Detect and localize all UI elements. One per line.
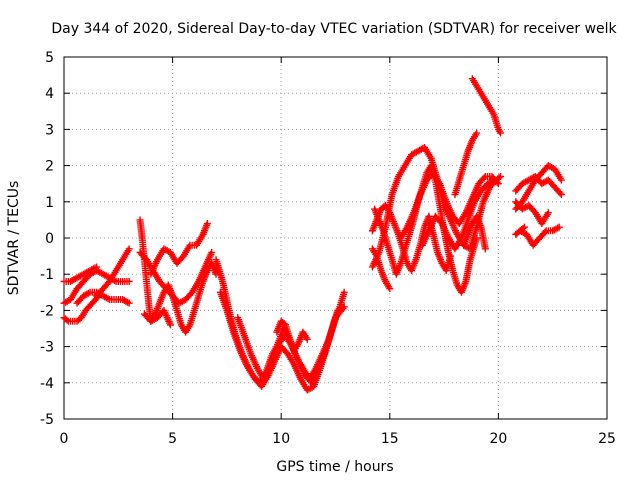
x-tick-label: 20: [489, 431, 507, 447]
plot-area: [60, 75, 565, 394]
data-series: [512, 198, 552, 228]
data-point: [557, 176, 565, 184]
data-series: [468, 75, 505, 137]
data-point: [124, 298, 132, 306]
data-series: [368, 245, 394, 293]
data-series: [512, 223, 528, 238]
x-tick-label: 15: [381, 431, 399, 447]
data-point: [125, 245, 133, 253]
data-series: [234, 303, 348, 383]
y-tick-label: -1: [40, 267, 54, 283]
data-point: [544, 209, 552, 217]
data-series: [418, 176, 498, 253]
data-point: [497, 172, 505, 180]
data-point: [497, 129, 505, 137]
data-point: [203, 220, 211, 228]
x-tick-label: 5: [168, 431, 177, 447]
chart-title: Day 344 of 2020, Sidereal Day-to-day VTE…: [51, 21, 617, 37]
data-point: [447, 252, 455, 260]
data-point: [556, 189, 564, 197]
data-point: [125, 277, 133, 285]
data-series: [147, 220, 211, 278]
data-series: [397, 169, 502, 242]
data-point: [63, 316, 71, 324]
data-point: [555, 223, 563, 231]
data-point: [84, 289, 92, 297]
data-point: [541, 228, 549, 236]
data-point: [303, 335, 311, 343]
data-series: [512, 172, 565, 199]
data-series: [512, 162, 565, 213]
data-point: [520, 223, 528, 231]
x-tick-label: 0: [60, 431, 69, 447]
x-axis-label: GPS time / hours: [276, 459, 393, 475]
x-tick-label: 25: [598, 431, 616, 447]
data-point: [480, 174, 488, 182]
y-tick-label: -4: [40, 376, 54, 392]
x-tick-label: 10: [272, 431, 290, 447]
data-series: [136, 248, 216, 307]
data-point: [386, 285, 394, 293]
data-point: [340, 303, 348, 311]
data-point: [554, 224, 562, 232]
data-series: [460, 212, 489, 253]
data-point: [91, 264, 99, 272]
y-tick-label: 4: [45, 86, 54, 102]
data-point: [473, 129, 481, 137]
y-tick-label: 0: [45, 231, 54, 247]
data-point: [125, 299, 133, 307]
data-point: [519, 224, 527, 232]
data-point: [93, 263, 101, 271]
y-tick-label: 2: [45, 159, 54, 175]
y-tick-label: -3: [40, 340, 54, 356]
data-point: [340, 288, 348, 296]
y-tick-label: 5: [45, 50, 54, 66]
data-series: [451, 129, 481, 199]
data-point: [557, 191, 565, 199]
data-point: [473, 234, 481, 242]
data-series: [60, 292, 103, 325]
data-point: [166, 321, 174, 329]
ticks: 0 5 10 15 20 25 -5 -4 -3 -2 -1 0 1 2 3 4 5: [40, 50, 616, 447]
data-point: [488, 177, 496, 185]
data-point: [495, 174, 503, 182]
data-series: [368, 201, 455, 275]
data-series: [140, 306, 174, 329]
data-series: [93, 245, 133, 300]
y-tick-label: 3: [45, 122, 54, 138]
data-point: [494, 180, 502, 188]
data-series: [60, 263, 101, 285]
data-series: [273, 317, 311, 354]
y-tick-label: -2: [40, 303, 54, 319]
data-point: [339, 304, 347, 312]
data-point: [490, 176, 498, 184]
y-tick-label: 1: [45, 195, 54, 211]
data-point: [208, 248, 216, 256]
data-point: [104, 295, 112, 303]
y-tick-label: -5: [40, 412, 54, 428]
y-axis-label: SDTVAR / TECUs: [6, 181, 22, 296]
data-point: [481, 245, 489, 253]
